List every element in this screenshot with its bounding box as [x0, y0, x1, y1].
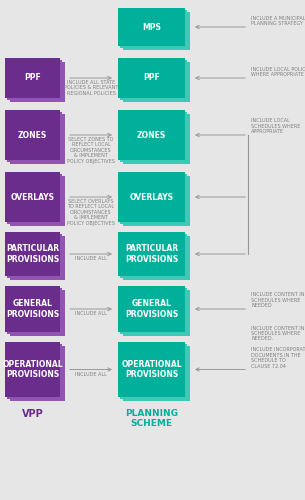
Bar — [123, 236, 190, 280]
Bar — [5, 172, 60, 222]
Bar — [7, 234, 62, 278]
Bar — [7, 288, 62, 334]
Bar — [118, 286, 185, 332]
Bar — [120, 234, 187, 278]
Bar — [123, 12, 190, 50]
Text: SELECT ZONES TO
REFLECT LOCAL
CIRCUMSTANCES
& IMPLEMENT
POLICY OBJECTIVES: SELECT ZONES TO REFLECT LOCAL CIRCUMSTAN… — [67, 137, 115, 164]
Bar — [5, 58, 60, 98]
Bar — [5, 286, 60, 332]
Text: INCLUDE CONTENT IN
SCHEDULES WHERE
NEEDED.

INCLUDE INCORPORATED
DOCUMENTS IN TH: INCLUDE CONTENT IN SCHEDULES WHERE NEEDE… — [251, 326, 305, 368]
Bar — [10, 346, 65, 401]
Text: GENERAL
PROVISIONS: GENERAL PROVISIONS — [6, 300, 59, 318]
Text: OPERATIONAL
PROVISIONS: OPERATIONAL PROVISIONS — [121, 360, 182, 379]
Bar — [118, 172, 185, 222]
Text: PPF: PPF — [143, 74, 160, 82]
Bar — [118, 110, 185, 160]
Text: PARTICULAR
PROVISIONS: PARTICULAR PROVISIONS — [6, 244, 59, 264]
Bar — [7, 344, 62, 399]
Text: ZONES: ZONES — [18, 130, 47, 140]
Text: INCLUDE ALL: INCLUDE ALL — [75, 372, 107, 376]
Bar — [120, 112, 187, 162]
Bar — [120, 174, 187, 224]
Text: INCLUDE ALL STATE
POLICIES & RELEVANT
REGIONAL POLICIES: INCLUDE ALL STATE POLICIES & RELEVANT RE… — [64, 80, 118, 96]
Text: INCLUDE LOCAL
SCHEDULES WHERE
APPROPRIATE: INCLUDE LOCAL SCHEDULES WHERE APPROPRIAT… — [251, 118, 300, 134]
Bar — [10, 290, 65, 336]
Text: PLANNING
SCHEME: PLANNING SCHEME — [125, 409, 178, 428]
Text: MPS: MPS — [142, 22, 161, 32]
Bar — [118, 342, 185, 397]
Text: INCLUDE CONTENT IN
SCHEDULES WHERE
NEEDED: INCLUDE CONTENT IN SCHEDULES WHERE NEEDE… — [251, 292, 304, 308]
Bar — [5, 342, 60, 397]
Bar — [118, 58, 185, 98]
Text: INCLUDE A MUNICIPAL
PLANNING STRATEGY: INCLUDE A MUNICIPAL PLANNING STRATEGY — [251, 16, 305, 26]
Bar — [118, 232, 185, 276]
Text: GENERAL
PROVISIONS: GENERAL PROVISIONS — [125, 300, 178, 318]
Text: OVERLAYS: OVERLAYS — [10, 192, 55, 202]
Bar — [7, 60, 62, 100]
Bar — [120, 60, 187, 100]
Bar — [123, 290, 190, 336]
Bar — [123, 62, 190, 102]
Bar — [5, 232, 60, 276]
Text: PPF: PPF — [24, 74, 41, 82]
Bar — [10, 114, 65, 164]
Bar — [123, 346, 190, 401]
Bar — [10, 236, 65, 280]
Text: PARTICULAR
PROVISIONS: PARTICULAR PROVISIONS — [125, 244, 178, 264]
Text: SELECT OVERLAYS
TO REFLECT LOCAL
CIRCUMSTANCES
& IMPLEMENT
POLICY OBJECTIVES: SELECT OVERLAYS TO REFLECT LOCAL CIRCUMS… — [67, 199, 115, 226]
Bar — [7, 174, 62, 224]
Text: ZONES: ZONES — [137, 130, 166, 140]
Bar — [10, 176, 65, 226]
Bar — [120, 288, 187, 334]
Bar — [120, 10, 187, 48]
Text: INCLUDE LOCAL POLICIES
WHERE APPROPRIATE: INCLUDE LOCAL POLICIES WHERE APPROPRIATE — [251, 66, 305, 77]
Bar — [5, 110, 60, 160]
Text: VPP: VPP — [22, 409, 43, 419]
Bar — [118, 8, 185, 46]
Text: OVERLAYS: OVERLAYS — [130, 192, 174, 202]
Text: OPERATIONAL
PROVISIONS: OPERATIONAL PROVISIONS — [2, 360, 63, 379]
Bar — [10, 62, 65, 102]
Text: INCLUDE ALL: INCLUDE ALL — [75, 256, 107, 261]
Bar — [120, 344, 187, 399]
Text: INCLUDE ALL: INCLUDE ALL — [75, 311, 107, 316]
Bar — [123, 114, 190, 164]
Bar — [123, 176, 190, 226]
Bar — [7, 112, 62, 162]
